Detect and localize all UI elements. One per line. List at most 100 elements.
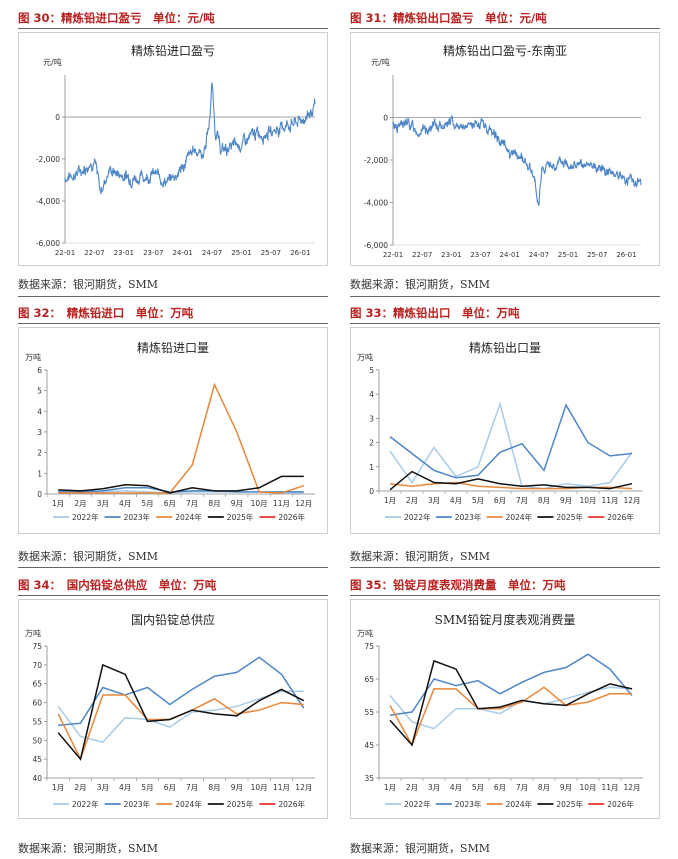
source-rule [18, 567, 328, 568]
chart-frame: 精炼铅进口量 万吨 0 1 2 3 4 5 6 1月 2月 3月 4月 5月 6月 7月 8月 9月 10月 11月 1… [18, 327, 328, 534]
y-tick-label: -2,000 [36, 155, 60, 164]
x-tick-label: 3月 [428, 783, 440, 792]
x-tick-label: 9月 [560, 783, 572, 792]
y-tick-label: 5 [369, 366, 374, 375]
profit-series-line [392, 115, 642, 206]
x-tick-label: 2月 [406, 496, 418, 505]
y-tick-label: -6,000 [36, 239, 60, 248]
legend-label: 2025年 [556, 512, 583, 522]
y-tick-label: 65 [32, 680, 42, 689]
legend-label: 2025年 [556, 799, 583, 809]
chart-title: 精炼铅进口量 [137, 340, 209, 355]
title-rule [18, 595, 328, 596]
x-tick-label: 10月 [579, 783, 596, 792]
x-tick-label: 22-07 [84, 249, 104, 257]
x-tick-label: 10月 [579, 496, 596, 505]
legend-label: 2023年 [455, 512, 482, 522]
x-tick-label: 5月 [141, 499, 153, 508]
x-tick-label: 12月 [623, 496, 640, 505]
x-tick-label: 7月 [516, 783, 528, 792]
x-tick-label: 22-01 [383, 251, 403, 259]
source-rule [18, 296, 328, 297]
y-tick-label: 50 [32, 736, 42, 745]
y-unit-label: 万吨 [25, 352, 41, 362]
x-tick-label: 22-01 [55, 249, 75, 257]
x-tick-label: 1月 [384, 783, 396, 792]
y-tick-label: -4,000 [364, 199, 388, 208]
y-tick-label: 3 [37, 428, 42, 437]
y-tick-label: 0 [383, 114, 388, 123]
x-tick-label: 5月 [141, 783, 153, 792]
chart-frame: SMM铅锭月度表观消费量 万吨 35 45 55 65 75 1月 2月 3月 4月 5月 6月 7月 8月… [350, 599, 660, 819]
y-tick-label: 70 [32, 661, 42, 670]
legend-label: 2022年 [404, 799, 431, 809]
data-source: 数据来源：银河期货，SMM [350, 842, 491, 855]
x-tick-label: 10月 [251, 499, 268, 508]
y-tick-label: 45 [364, 741, 374, 750]
x-tick-label: 11月 [273, 783, 290, 792]
figure-title: 图 30：精炼铅进口盈亏 单位：元/吨 [18, 11, 215, 25]
legend-label: 2026年 [278, 799, 305, 809]
x-tick-label: 9月 [231, 783, 243, 792]
chart-title: 精炼铅出口量 [469, 340, 541, 355]
y-tick-label: 5 [37, 387, 42, 396]
x-tick-label: 2月 [406, 783, 418, 792]
y-unit-label: 万吨 [357, 352, 373, 362]
x-tick-label: 25-01 [558, 251, 578, 259]
x-tick-label: 6月 [494, 496, 506, 505]
x-tick-label: 10月 [251, 783, 268, 792]
series-line-2022年 [57, 690, 304, 744]
x-tick-label: 11月 [601, 496, 618, 505]
data-source: 数据来源：银河期货，SMM [350, 550, 491, 563]
y-tick-label: 65 [364, 675, 374, 684]
x-tick-label: 24-01 [172, 249, 192, 257]
y-tick-label: 60 [32, 699, 42, 708]
x-tick-label: 23-07 [470, 251, 490, 259]
x-tick-label: 8月 [538, 783, 550, 792]
x-tick-label: 3月 [97, 783, 109, 792]
x-tick-label: 3月 [97, 499, 109, 508]
x-tick-label: 26-01 [616, 251, 636, 259]
series-line-2023年 [58, 656, 305, 726]
x-tick-label: 5月 [472, 783, 484, 792]
series-line-2025年 [389, 470, 633, 491]
y-tick-label: 6 [37, 366, 42, 375]
figure-title: 图 32： 精炼铅进口 单位：万吨 [18, 306, 194, 320]
chart-title: 精炼铅进口盈亏 [131, 43, 215, 58]
chart-frame: 精炼铅出口量 万吨 0 1 2 3 4 5 1月 2月 3月 4月 5月 6月 7月 8月 9月 10月 11月 12… [350, 327, 660, 534]
legend-label: 2026年 [607, 799, 634, 809]
legend-label: 2023年 [124, 799, 151, 809]
legend-label: 2025年 [227, 512, 254, 522]
x-tick-label: 24-07 [529, 251, 549, 259]
series-line-2022年 [389, 401, 633, 490]
x-tick-label: 25-01 [231, 249, 251, 257]
data-source: 数据来源：银河期货，SMM [350, 278, 491, 291]
x-tick-label: 12月 [623, 783, 640, 792]
x-tick-label: 2月 [74, 499, 86, 508]
x-tick-label: 6月 [164, 783, 176, 792]
y-tick-label: 75 [364, 642, 374, 651]
x-tick-label: 23-07 [143, 249, 163, 257]
figure-title: 图 35：铅锭月度表观消费量 单位：万吨 [350, 578, 566, 592]
series-line-2024年 [57, 694, 304, 762]
y-tick-label: 55 [364, 708, 374, 717]
x-tick-label: 11月 [273, 499, 290, 508]
y-tick-label: 0 [369, 487, 374, 496]
x-tick-label: 12月 [295, 499, 312, 508]
title-rule [18, 323, 328, 324]
x-tick-label: 4月 [119, 783, 131, 792]
y-tick-label: 2 [369, 439, 374, 448]
x-tick-label: 25-07 [587, 251, 607, 259]
series-line-2023年 [389, 653, 633, 717]
y-tick-label: 4 [369, 390, 374, 399]
y-tick-label: -2,000 [364, 156, 388, 165]
y-tick-label: 0 [55, 113, 60, 122]
x-tick-label: 3月 [428, 496, 440, 505]
y-tick-label: 1 [369, 463, 374, 472]
y-tick-label: 0 [37, 490, 42, 499]
x-tick-label: 7月 [186, 499, 198, 508]
